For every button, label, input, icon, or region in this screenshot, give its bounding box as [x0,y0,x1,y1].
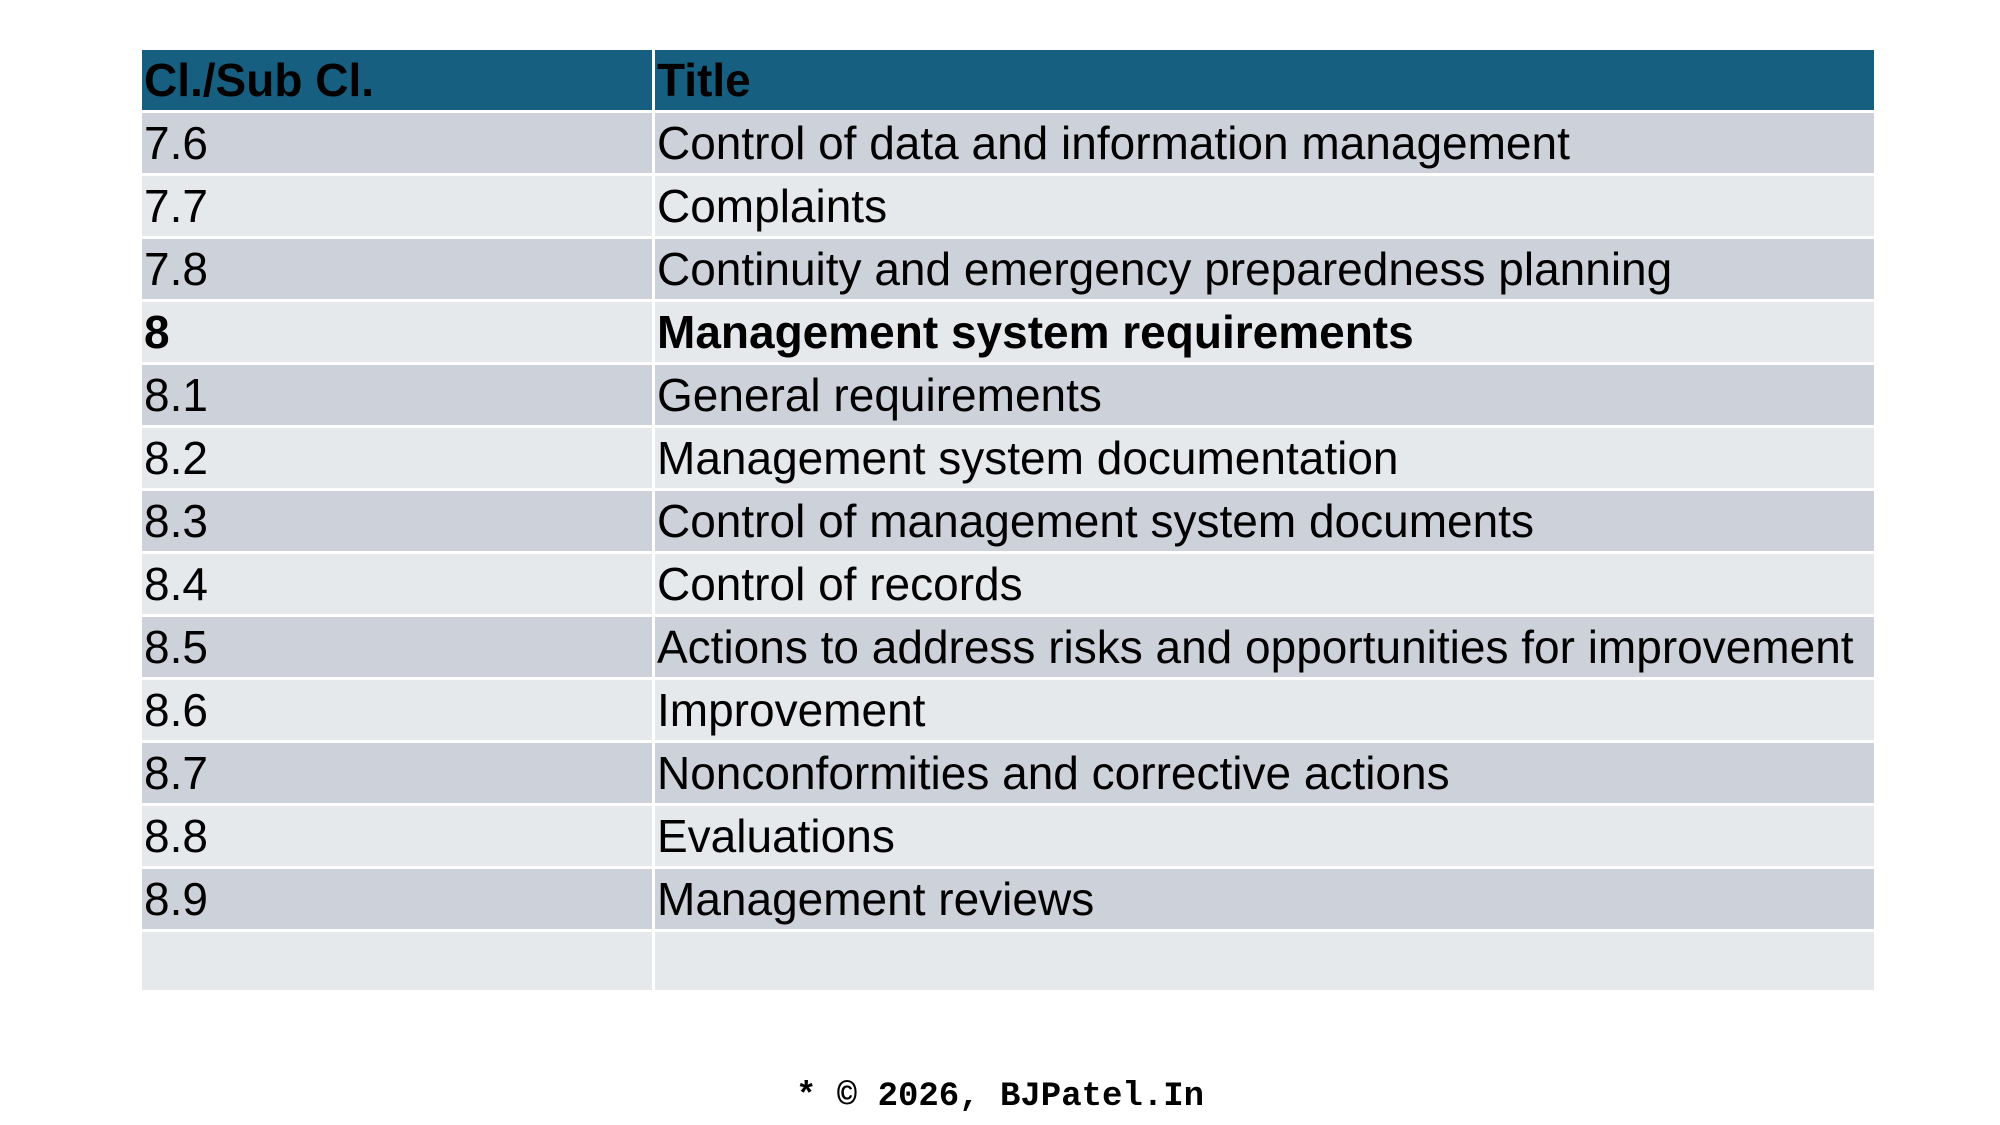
clause-cell: 8.7 [139,740,655,806]
title-cell: Improvement [652,677,1877,743]
title-cell: Actions to address risks and opportuniti… [652,614,1877,680]
clause-cell: 8.1 [139,362,655,428]
header-cell: Cl./Sub Cl. [139,50,655,113]
header-cell: Title [652,50,1877,113]
empty-cell [139,929,655,993]
empty-cell [652,929,1877,993]
clause-cell: 8.9 [139,866,655,932]
title-cell: Control of data and information manageme… [652,110,1877,176]
clause-cell: 8.5 [139,614,655,680]
clause-cell: 8.8 [139,803,655,869]
title-cell: Management system requirements [652,299,1877,365]
table-row: 8.1 General requirements [139,362,1877,428]
clause-cell: 8.4 [139,551,655,617]
clause-cell: 7.7 [139,173,655,239]
title-cell: Continuity and emergency preparedness pl… [652,236,1877,302]
title-cell: Management system documentation [652,425,1877,491]
table-row: 7.8 Continuity and emergency preparedness… [139,236,1877,302]
empty-row [139,929,1877,993]
clause-table: Cl./Sub Cl. Title 7.6 Control of data and… [139,50,1877,993]
table-row: 8.3 Control of management system document… [139,488,1877,554]
footer: * © 2026, BJPatel.In [795,1078,1205,1116]
title-cell: Management reviews [652,866,1877,932]
table-row: 8.8 Evaluations [139,803,1877,869]
table-row: 8.2 Management system documentation [139,425,1877,491]
clause-cell: 7.6 [139,110,655,176]
table-row: 8.9 Management reviews [139,866,1877,932]
title-cell: Nonconformities and corrective actions [652,740,1877,806]
table-row: 7.7 Complaints [139,173,1877,239]
title-cell: Control of records [652,551,1877,617]
table-row: 8.4 Control of records [139,551,1877,617]
clause-cell: 8.3 [139,488,655,554]
table-row: 8.7 Nonconformities and corrective action… [139,740,1877,806]
clause-cell: 8.6 [139,677,655,743]
clause-cell: 8 [139,299,655,365]
title-cell: Complaints [652,173,1877,239]
table-body: 7.6 Control of data and information manag… [139,110,1877,993]
table-row: 8.5 Actions to address risks and opportun… [139,614,1877,680]
title-cell: Control of management system documents [652,488,1877,554]
clause-cell: 8.2 [139,425,655,491]
title-cell: Evaluations [652,803,1877,869]
clause-cell: 7.8 [139,236,655,302]
table-row: 8.6 Improvement [139,677,1877,743]
header-row: Cl./Sub Cl. Title [139,50,1877,113]
table-row: 7.6 Control of data and information manag… [139,110,1877,176]
table-row: 8 Management system requirements [139,299,1877,365]
title-cell: General requirements [652,362,1877,428]
